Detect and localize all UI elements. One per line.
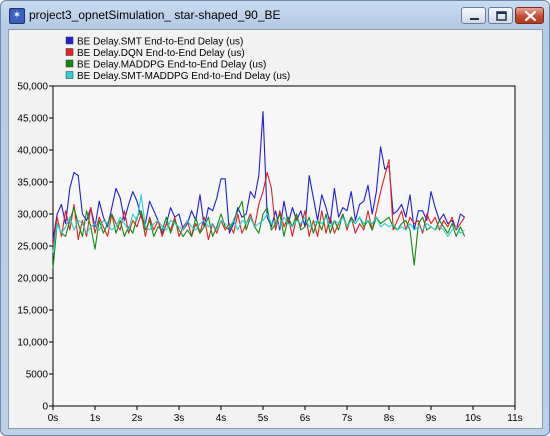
y-tick-label: 5000 bbox=[26, 370, 49, 381]
x-tick-label: 7s bbox=[342, 413, 353, 424]
y-tick-label: 20,000 bbox=[17, 274, 48, 285]
y-tick-label: 25,000 bbox=[17, 242, 48, 253]
x-tick-label: 11s bbox=[507, 413, 522, 424]
legend-swatch-2 bbox=[65, 48, 74, 56]
legend-label-3: BE Delay.MADDPG End-to-End Delay (us) bbox=[77, 60, 266, 71]
y-tick-label: 30,000 bbox=[17, 210, 48, 221]
legend-swatch-1 bbox=[65, 36, 74, 45]
chart-panel: 0 5000 10,000 15,000 20,000 25,000 30,000 35,00… bbox=[8, 29, 543, 429]
y-tick-label: 45,000 bbox=[17, 114, 48, 125]
maximize-icon bbox=[496, 11, 507, 21]
y-tick-label: 50,000 bbox=[17, 82, 48, 93]
minimize-button[interactable] bbox=[461, 7, 486, 24]
window-title: project3_opnetSimulation_ star-shaped_90… bbox=[29, 8, 281, 22]
series-line-3 bbox=[52, 200, 466, 269]
close-button[interactable] bbox=[515, 7, 544, 24]
legend-label-1: BE Delay.SMT End-to-End Delay (us) bbox=[77, 37, 243, 48]
series-line-1 bbox=[52, 111, 465, 240]
x-tick-label: 8s bbox=[384, 413, 395, 424]
minimize-icon bbox=[470, 18, 479, 20]
x-tick-label: 3s bbox=[174, 413, 185, 424]
legend-label-2: BE Delay.DQN End-to-End Delay (us) bbox=[77, 48, 245, 59]
close-icon bbox=[524, 10, 537, 22]
x-tick-label: 9s bbox=[426, 413, 437, 424]
y-tick-label: 40,000 bbox=[17, 146, 48, 157]
y-tick-label: 35,000 bbox=[17, 178, 48, 189]
maximize-button[interactable] bbox=[488, 7, 513, 24]
x-tick-label: 2s bbox=[132, 413, 143, 424]
series-line-4 bbox=[52, 194, 465, 253]
x-tick-label: 1s bbox=[90, 413, 101, 424]
x-tick-label: 4s bbox=[216, 413, 227, 424]
x-tick-label: 10s bbox=[465, 413, 481, 424]
plot-area bbox=[52, 85, 516, 407]
x-tick-label: 5s bbox=[258, 413, 269, 424]
x-tick-label: 0s bbox=[48, 413, 59, 424]
app-icon[interactable]: ✶ bbox=[9, 8, 25, 24]
legend-label-4: BE Delay.SMT-MADDPG End-to-End Delay (us… bbox=[77, 71, 290, 82]
y-tick-label: 0 bbox=[42, 402, 48, 413]
line-chart: 0 5000 10,000 15,000 20,000 25,000 30,000 35,00… bbox=[17, 36, 522, 425]
y-tick-label: 10,000 bbox=[17, 338, 48, 349]
legend-swatch-3 bbox=[65, 59, 74, 68]
y-tick-label: 15,000 bbox=[17, 306, 48, 317]
x-tick-label: 6s bbox=[300, 413, 311, 424]
title-bar[interactable]: ✶ project3_opnetSimulation_ star-shaped_… bbox=[1, 1, 549, 29]
legend-swatch-4 bbox=[65, 71, 74, 79]
